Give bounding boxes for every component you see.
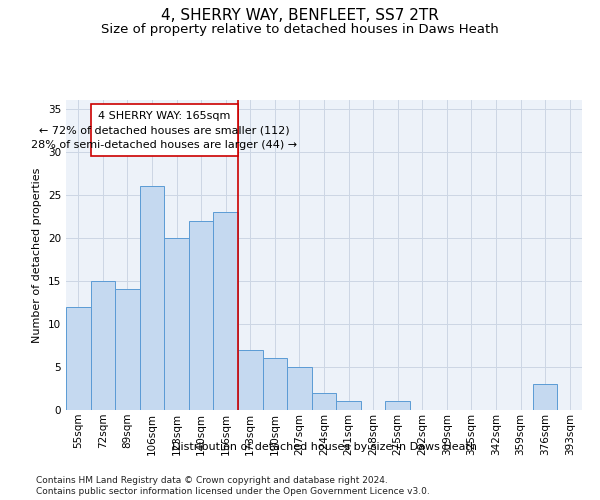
Text: Distribution of detached houses by size in Daws Heath: Distribution of detached houses by size … <box>172 442 476 452</box>
Text: Size of property relative to detached houses in Daws Heath: Size of property relative to detached ho… <box>101 22 499 36</box>
Text: 4 SHERRY WAY: 165sqm: 4 SHERRY WAY: 165sqm <box>98 110 230 120</box>
Y-axis label: Number of detached properties: Number of detached properties <box>32 168 43 342</box>
Bar <box>214 212 238 410</box>
Bar <box>312 393 336 410</box>
Bar <box>238 350 263 410</box>
Bar <box>66 306 91 410</box>
Text: ← 72% of detached houses are smaller (112): ← 72% of detached houses are smaller (11… <box>39 125 290 135</box>
FancyBboxPatch shape <box>91 104 238 156</box>
Bar <box>115 290 140 410</box>
Bar <box>164 238 189 410</box>
Bar <box>189 220 214 410</box>
Bar <box>263 358 287 410</box>
Bar <box>287 367 312 410</box>
Bar <box>336 402 361 410</box>
Text: 4, SHERRY WAY, BENFLEET, SS7 2TR: 4, SHERRY WAY, BENFLEET, SS7 2TR <box>161 8 439 22</box>
Bar <box>385 402 410 410</box>
Bar <box>140 186 164 410</box>
Text: Contains public sector information licensed under the Open Government Licence v3: Contains public sector information licen… <box>36 487 430 496</box>
Text: Contains HM Land Registry data © Crown copyright and database right 2024.: Contains HM Land Registry data © Crown c… <box>36 476 388 485</box>
Bar <box>91 281 115 410</box>
Text: 28% of semi-detached houses are larger (44) →: 28% of semi-detached houses are larger (… <box>31 140 298 149</box>
Bar <box>533 384 557 410</box>
